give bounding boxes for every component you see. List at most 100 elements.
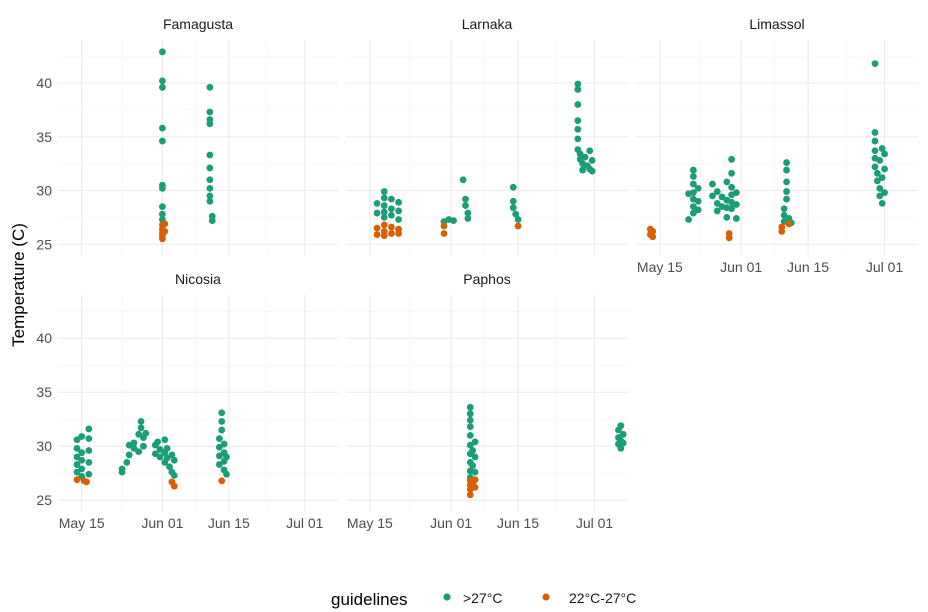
- point-above-27: [373, 200, 381, 207]
- point-above-27: [694, 184, 702, 192]
- point-22-27: [380, 232, 388, 240]
- point-above-27: [380, 208, 388, 216]
- point-above-27: [218, 417, 226, 425]
- y-tick-label: 25: [36, 236, 52, 252]
- y-tick-label: 30: [36, 183, 52, 199]
- point-above-27: [574, 117, 582, 125]
- point-above-27: [509, 204, 517, 212]
- point-22-27: [388, 223, 395, 231]
- point-above-27: [689, 203, 697, 211]
- point-above-27: [466, 423, 474, 431]
- point-above-27: [732, 201, 740, 208]
- point-above-27: [395, 207, 402, 215]
- legend-swatch-22-27: [542, 593, 550, 601]
- point-above-27: [713, 207, 721, 215]
- point-above-27: [617, 444, 625, 452]
- point-above-27: [462, 202, 469, 209]
- point-above-27: [208, 217, 216, 225]
- point-22-27: [218, 477, 226, 485]
- point-above-27: [218, 409, 226, 417]
- point-22-27: [725, 234, 733, 242]
- point-above-27: [140, 442, 147, 450]
- point-above-27: [881, 165, 888, 173]
- point-above-27: [154, 438, 162, 446]
- y-axis-title: Temperature (C): [9, 223, 28, 347]
- y-tick-label: 40: [36, 330, 52, 346]
- x-tick-label: Jun 01: [430, 515, 472, 531]
- point-above-27: [85, 447, 93, 454]
- y-tick-label: 35: [36, 384, 52, 400]
- point-above-27: [380, 202, 388, 209]
- point-above-27: [588, 167, 596, 175]
- point-22-27: [440, 222, 448, 230]
- point-22-27: [466, 491, 474, 499]
- x-tick-label: Jul 01: [286, 515, 324, 531]
- point-above-27: [206, 176, 214, 184]
- point-above-27: [135, 430, 143, 438]
- point-above-27: [206, 108, 214, 116]
- point-above-27: [685, 216, 692, 223]
- point-above-27: [215, 452, 223, 460]
- point-above-27: [876, 157, 884, 164]
- point-above-27: [466, 441, 474, 449]
- point-above-27: [689, 180, 697, 188]
- point-above-27: [783, 195, 790, 203]
- point-above-27: [732, 215, 740, 222]
- point-above-27: [130, 444, 138, 452]
- point-22-27: [440, 230, 448, 237]
- point-22-27: [785, 220, 793, 228]
- point-above-27: [159, 137, 166, 145]
- x-tick-label: Jul 01: [576, 515, 614, 531]
- point-22-27: [649, 233, 657, 241]
- point-above-27: [619, 439, 627, 447]
- point-above-27: [206, 197, 214, 205]
- point-above-27: [395, 198, 402, 206]
- point-above-27: [574, 135, 582, 143]
- point-above-27: [723, 178, 731, 186]
- legend-title: guidelines: [331, 590, 408, 609]
- point-above-27: [471, 453, 479, 461]
- point-22-27: [778, 227, 786, 235]
- point-above-27: [576, 150, 584, 158]
- x-tick-label: Jun 15: [497, 515, 539, 531]
- point-above-27: [459, 176, 467, 184]
- point-22-27: [83, 478, 90, 486]
- point-above-27: [130, 439, 138, 447]
- x-tick-label: May 15: [347, 515, 393, 531]
- x-tick-label: Jun 15: [787, 259, 829, 275]
- point-above-27: [73, 453, 81, 461]
- point-above-27: [125, 451, 133, 459]
- point-above-27: [159, 77, 166, 85]
- point-above-27: [388, 211, 395, 219]
- x-tick-label: May 15: [59, 515, 105, 531]
- point-above-27: [588, 157, 596, 164]
- y-tick-label: 40: [36, 75, 52, 91]
- point-above-27: [78, 465, 86, 473]
- point-above-27: [881, 150, 888, 158]
- point-above-27: [170, 456, 178, 464]
- point-22-27: [373, 224, 381, 232]
- point-above-27: [73, 461, 81, 468]
- point-above-27: [73, 444, 81, 452]
- point-above-27: [619, 430, 627, 438]
- point-above-27: [380, 194, 388, 202]
- point-above-27: [466, 403, 474, 411]
- point-above-27: [159, 184, 166, 192]
- point-22-27: [161, 227, 169, 235]
- point-above-27: [464, 209, 472, 217]
- point-above-27: [514, 216, 522, 223]
- legend-label-above-27: >27°C: [463, 590, 502, 606]
- point-above-27: [871, 137, 879, 145]
- point-above-27: [206, 164, 214, 172]
- point-above-27: [509, 183, 517, 191]
- panel-title-paphos: Paphos: [463, 271, 510, 287]
- x-tick-label: Jun 15: [208, 515, 250, 531]
- point-above-27: [689, 166, 697, 174]
- y-tick-label: 25: [36, 492, 52, 508]
- point-above-27: [135, 448, 143, 455]
- point-above-27: [206, 184, 214, 192]
- point-above-27: [466, 432, 474, 439]
- panel-title-larnaka: Larnaka: [462, 16, 513, 32]
- legend: guidelines >27°C 22°C-27°C: [331, 590, 636, 609]
- point-above-27: [170, 471, 178, 479]
